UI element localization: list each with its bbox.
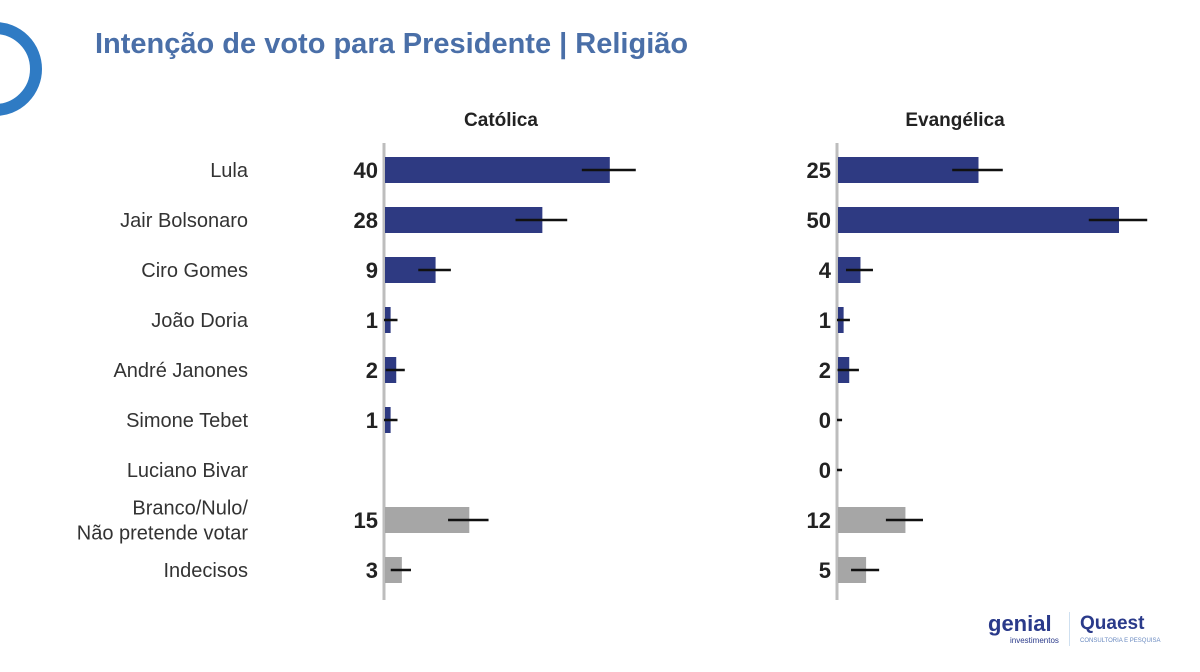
category-label: André Janones — [113, 360, 248, 382]
bar — [385, 157, 610, 183]
category-label: Ciro Gomes — [141, 260, 248, 282]
category-label: Branco/Nulo/ — [132, 498, 248, 520]
data-label: 15 — [354, 508, 378, 533]
data-label: 25 — [807, 158, 831, 183]
bar — [838, 207, 1119, 233]
data-label: 40 — [354, 158, 378, 183]
data-label: 2 — [819, 358, 831, 383]
data-label: 3 — [366, 558, 378, 583]
genial-logo-name: genial — [988, 611, 1052, 636]
quaest-logo-name: Quaest — [1080, 613, 1145, 634]
data-label: 28 — [354, 208, 378, 233]
data-label: 50 — [807, 208, 831, 233]
category-label: Lula — [210, 160, 249, 182]
data-label: 9 — [366, 258, 378, 283]
series-title: Católica — [464, 110, 538, 131]
data-label: 1 — [366, 308, 378, 333]
data-label: 1 — [366, 408, 378, 433]
category-label: Indecisos — [164, 560, 249, 582]
quaest-logo-subtitle: CONSULTORIA E PESQUISA — [1080, 638, 1161, 644]
category-label: Simone Tebet — [126, 410, 248, 432]
data-label: 12 — [807, 508, 831, 533]
category-label: Não pretende votar — [77, 523, 249, 545]
data-label: 0 — [819, 458, 831, 483]
data-label: 5 — [819, 558, 831, 583]
page-title: Intenção de voto para Presidente | Relig… — [95, 28, 689, 60]
category-label: João Doria — [151, 310, 249, 332]
category-label: Jair Bolsonaro — [120, 210, 248, 232]
series-title: Evangélica — [905, 110, 1005, 131]
logo-divider — [1069, 612, 1070, 646]
data-label: 4 — [819, 258, 832, 283]
data-label: 2 — [366, 358, 378, 383]
quaest-logo: Quaest CONSULTORIA E PESQUISA — [1080, 612, 1160, 646]
data-label: 1 — [819, 308, 831, 333]
genial-logo: genial investimentos — [988, 612, 1059, 646]
data-label: 0 — [819, 408, 831, 433]
category-label: Luciano Bivar — [127, 460, 249, 482]
genial-logo-subtitle: investimentos — [1010, 636, 1059, 645]
